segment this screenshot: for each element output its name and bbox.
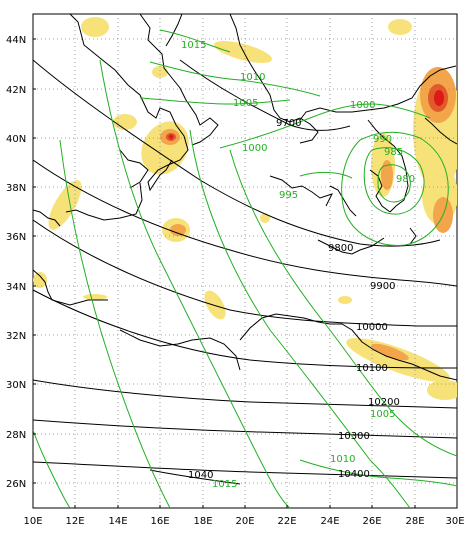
x-tick-16E: 16E <box>150 516 169 527</box>
label-9800: 9800 <box>328 243 353 254</box>
y-tick-34N: 34N <box>6 282 26 293</box>
x-tick-30E: 30E <box>445 516 464 527</box>
x-axis-labels: 10E 12E 14E 16E 18E 20E 22E 24E 26E 28E … <box>23 516 464 527</box>
y-tick-26N: 26N <box>6 479 26 490</box>
pressure-contours <box>33 29 457 508</box>
label-1005-bottom: 1005 <box>370 409 395 420</box>
x-tick-14E: 14E <box>108 516 127 527</box>
label-1010-bottom: 1010 <box>330 454 355 465</box>
y-tick-30N: 30N <box>6 380 26 391</box>
y-axis-labels: 44N 42N 40N 38N 36N 34N 32N 30N 28N 26N <box>6 35 26 490</box>
label-9900: 9900 <box>370 281 395 292</box>
label-985: 985 <box>384 147 403 158</box>
label-1040: 1040 <box>188 470 213 481</box>
geopotential-contours <box>33 59 457 485</box>
x-tick-12E: 12E <box>65 516 84 527</box>
plot-frame <box>32 13 458 509</box>
label-1000-right: 1000 <box>350 100 375 111</box>
graticule <box>33 14 457 508</box>
y-tick-32N: 32N <box>6 331 26 342</box>
y-tick-44N: 44N <box>6 35 26 46</box>
x-tick-20E: 20E <box>235 516 254 527</box>
y-tick-28N: 28N <box>6 430 26 441</box>
label-995: 995 <box>279 190 298 201</box>
label-9700: 9700 <box>276 118 301 129</box>
coastlines <box>33 14 457 381</box>
x-tick-26E: 26E <box>362 516 381 527</box>
x-tick-28E: 28E <box>405 516 424 527</box>
label-10300: 10300 <box>338 431 370 442</box>
geopotential-labels: 9700 9800 9900 10000 10100 10200 10300 1… <box>188 118 400 481</box>
y-tick-42N: 42N <box>6 85 26 96</box>
x-tick-10E: 10E <box>23 516 42 527</box>
x-tick-22E: 22E <box>277 516 296 527</box>
y-axis-ticks <box>33 38 36 484</box>
label-10100: 10100 <box>356 363 388 374</box>
label-10200: 10200 <box>368 397 400 408</box>
label-1010-top: 1010 <box>240 72 265 83</box>
label-1015-bottom: 1015 <box>212 479 237 490</box>
x-axis-ticks <box>74 505 416 508</box>
label-980: 980 <box>396 174 415 185</box>
label-1000-center: 1000 <box>242 143 267 154</box>
label-10400: 10400 <box>338 469 370 480</box>
y-tick-38N: 38N <box>6 183 26 194</box>
label-990: 990 <box>373 134 392 145</box>
x-tick-24E: 24E <box>320 516 339 527</box>
pressure-labels: 1015 1010 1005 1000 1000 990 985 980 995… <box>181 40 415 490</box>
label-10000: 10000 <box>356 322 388 333</box>
x-tick-18E: 18E <box>193 516 212 527</box>
y-tick-40N: 40N <box>6 134 26 145</box>
label-1015-top: 1015 <box>181 40 206 51</box>
label-1005-top: 1005 <box>233 98 258 109</box>
y-tick-36N: 36N <box>6 232 26 243</box>
